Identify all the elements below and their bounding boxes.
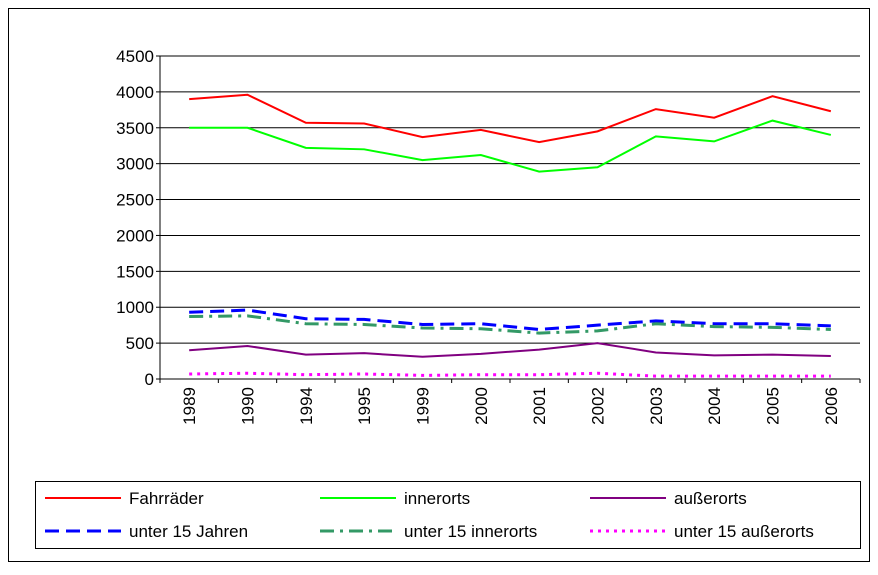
x-tick-label: 2006 <box>822 387 841 425</box>
series-line <box>189 93 832 144</box>
x-tick-label: 1989 <box>180 387 199 425</box>
legend-label: unter 15 außerorts <box>674 522 814 541</box>
series-line <box>189 308 831 331</box>
y-tick-label: 1500 <box>116 262 154 281</box>
y-tick-label: 4000 <box>116 83 154 102</box>
series-line <box>189 342 831 358</box>
x-tick-label: 2000 <box>472 387 491 425</box>
y-tick-label: 0 <box>145 370 154 389</box>
y-tick-label: 2500 <box>116 191 154 210</box>
y-tick-label: 2000 <box>116 226 154 245</box>
x-tick-label: 1994 <box>297 387 316 425</box>
y-tick-label: 4500 <box>116 47 154 66</box>
legend-label: unter 15 Jahren <box>129 522 248 541</box>
series-line <box>189 371 831 378</box>
x-tick-label: 1999 <box>414 387 433 425</box>
chart-frame <box>8 8 870 562</box>
y-tick-label: 3000 <box>116 155 154 174</box>
legend-label: innerorts <box>404 489 470 508</box>
legend-box <box>35 481 861 549</box>
legend-label: unter 15 innerorts <box>404 522 537 541</box>
y-tick-label: 1000 <box>116 298 154 317</box>
x-tick-label: 1995 <box>355 387 374 425</box>
x-tick-label: 2003 <box>647 387 666 425</box>
legend-label: außerorts <box>674 489 747 508</box>
series-line <box>189 314 831 335</box>
series-line <box>189 119 832 173</box>
y-tick-label: 3500 <box>116 119 154 138</box>
x-tick-label: 2004 <box>705 387 724 425</box>
legend-label: Fahrräder <box>129 489 204 508</box>
y-tick-label: 500 <box>126 334 154 353</box>
x-tick-label: 2001 <box>530 387 549 425</box>
x-tick-label: 1990 <box>239 387 258 425</box>
x-tick-label: 2002 <box>589 387 608 425</box>
x-tick-label: 2005 <box>764 387 783 425</box>
